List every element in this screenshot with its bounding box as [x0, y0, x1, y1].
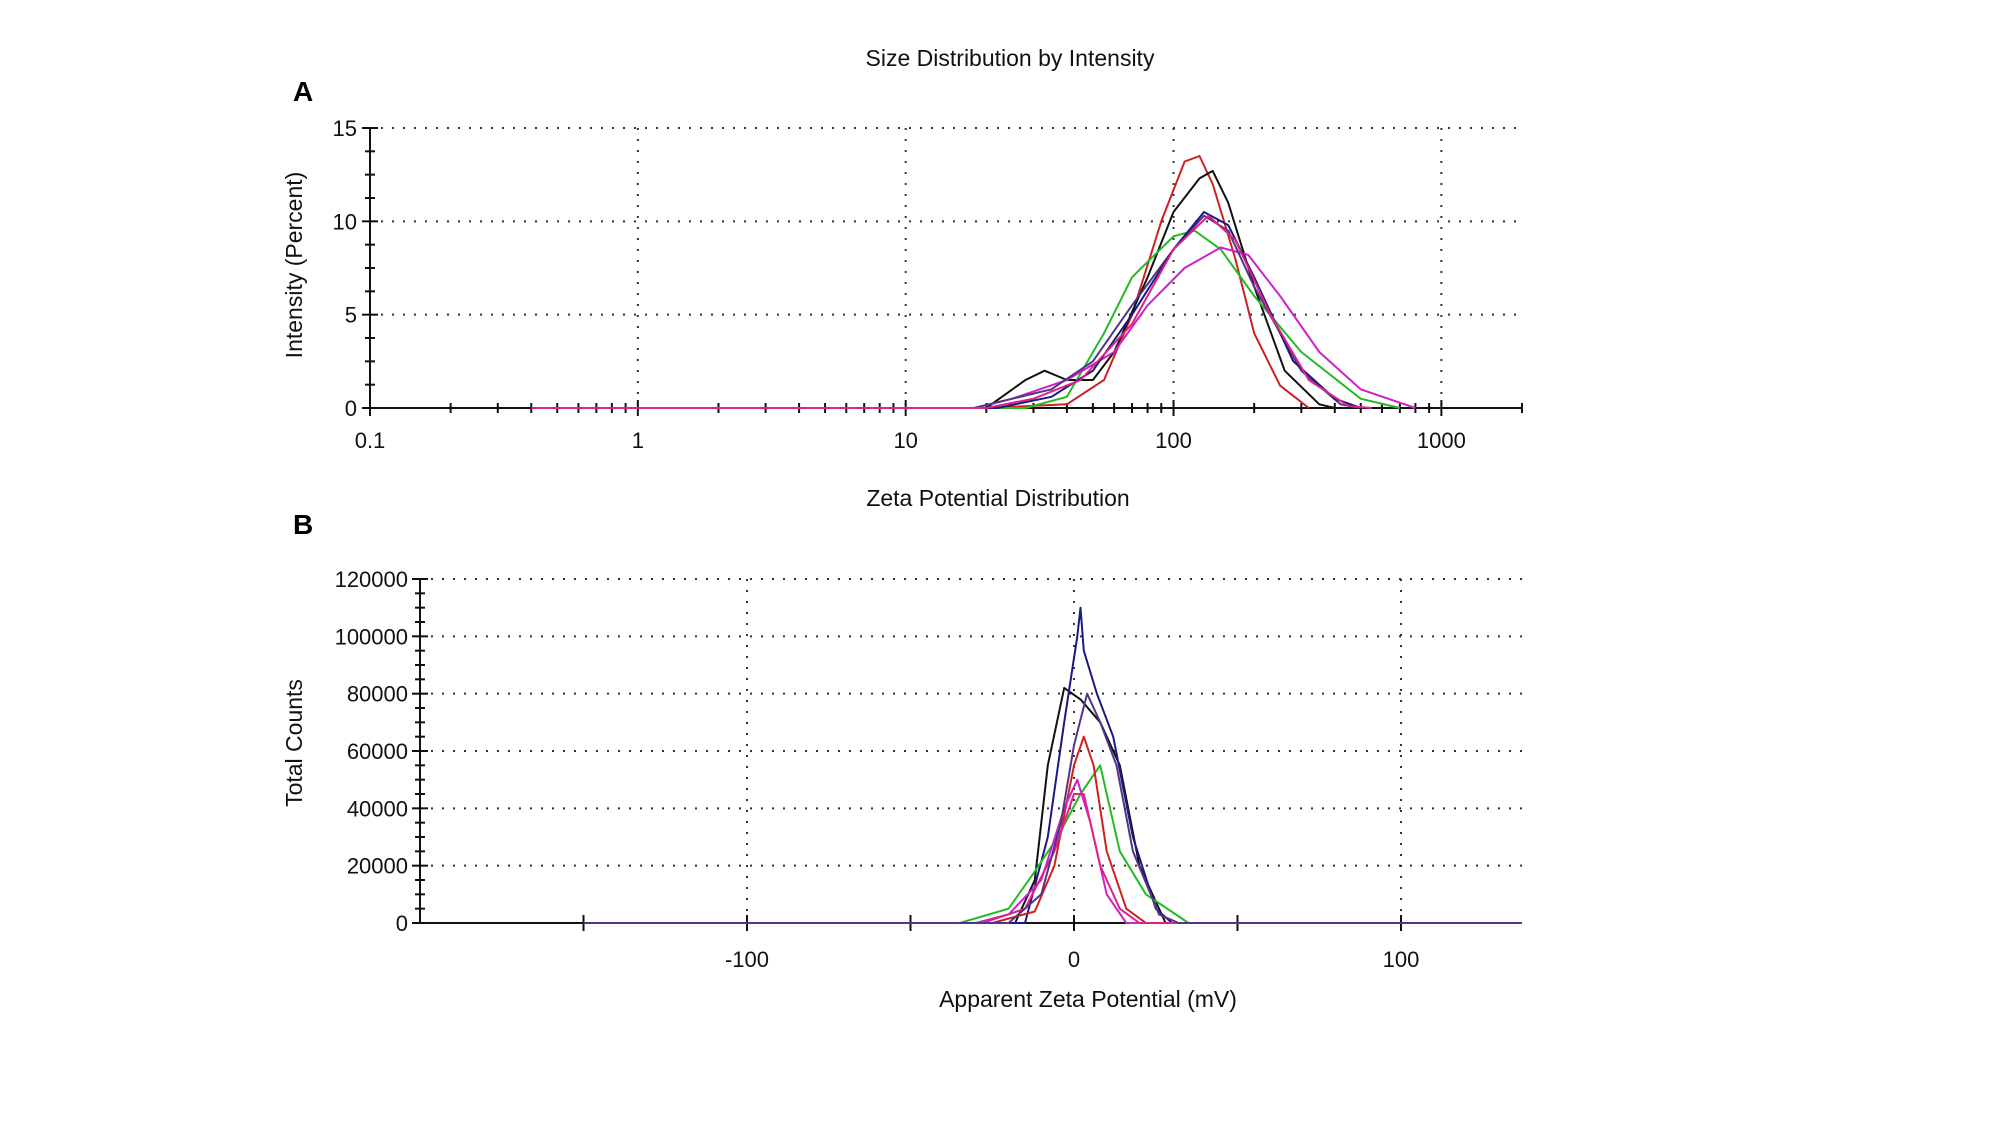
chart-a-series-line-5	[531, 214, 1361, 409]
chart-a-y-tick-label: 0	[345, 396, 357, 421]
chart-b-grid	[420, 578, 1522, 923]
panel-letter-a: A	[293, 76, 313, 107]
chart-b-series	[420, 606, 1522, 924]
chart-b-series-line-7	[583, 692, 1522, 924]
chart-b-y-tick-label: 0	[396, 911, 408, 936]
chart-b-x-tick-label: -100	[725, 947, 769, 972]
chart-a-x-tick-label: 1000	[1417, 428, 1466, 453]
chart-b-y-tick-label: 120000	[335, 567, 408, 592]
chart-b-x-axis-label: Apparent Zeta Potential (mV)	[939, 986, 1237, 1012]
chart-a-axes	[362, 127, 1523, 416]
chart-a-series-line-7	[531, 214, 1372, 409]
chart-b-y-tick-label: 40000	[347, 796, 408, 821]
chart-b-x-tick-label: 100	[1383, 947, 1420, 972]
chart-a-title: Size Distribution by Intensity	[866, 45, 1155, 71]
chart-b-series-line-1	[420, 686, 1522, 924]
chart-a-x-tick-label: 100	[1155, 428, 1192, 453]
chart-b-x-tick-labels: -100 0 100	[725, 947, 1419, 972]
panel-letter-b: B	[293, 509, 313, 540]
chart-b-x-tick-label: 0	[1068, 947, 1080, 972]
chart-b-title: Zeta Potential Distribution	[866, 485, 1129, 511]
chart-a-series-line-1	[531, 155, 1310, 409]
chart-b-y-axis-label: Total Counts	[281, 679, 307, 807]
chart-b-y-tick-label: 20000	[347, 854, 408, 879]
chart-b-series-line-4	[583, 735, 1522, 924]
chart-a-series-line-2	[531, 169, 1336, 409]
chart-a-y-axis-label: Intensity (Percent)	[281, 172, 307, 359]
chart-a-series-line-3	[531, 229, 1401, 409]
chart-b-y-tick-label: 100000	[335, 624, 408, 649]
chart-b-series-line-6	[583, 793, 1522, 924]
chart-a-series-line-6	[531, 211, 1362, 409]
chart-a-x-tick-label: 0.1	[355, 428, 386, 453]
chart-a-y-tick-label: 5	[345, 303, 357, 328]
chart-a-x-tick-label: 10	[893, 428, 917, 453]
chart-b-y-tick-label: 60000	[347, 739, 408, 764]
chart-b-y-tick-label: 80000	[347, 682, 408, 707]
chart-b-axes	[412, 578, 1522, 931]
chart-a-series-line-4	[531, 246, 1416, 409]
chart-a-grid	[370, 127, 1522, 408]
chart-a-y-tick-label: 15	[333, 116, 357, 141]
chart-b-y-tick-labels: 0 20000 40000 60000 80000 100000 120000	[335, 567, 408, 936]
chart-a-x-tick-label: 1	[632, 428, 644, 453]
chart-a-series	[531, 155, 1416, 409]
chart-a-y-tick-labels: 0 5 10 15	[333, 116, 357, 421]
chart-a-x-tick-labels: 0.1 1 10 100 1000	[355, 428, 1466, 453]
chart-a-y-tick-label: 10	[333, 209, 357, 234]
chart-b-series-line-2	[583, 606, 1522, 924]
